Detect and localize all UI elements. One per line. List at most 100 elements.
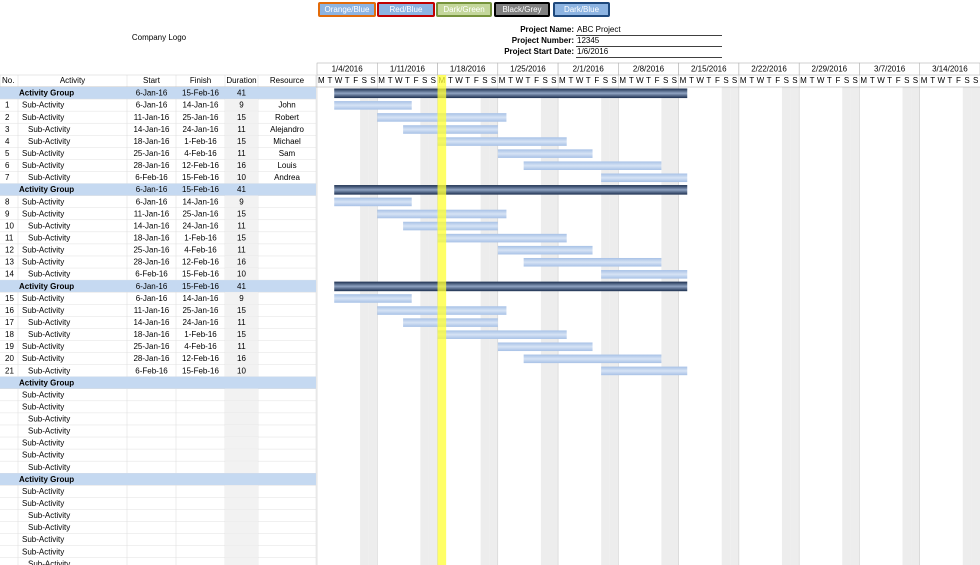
task-bar	[403, 318, 498, 327]
cell-activity: Sub-Activity	[28, 221, 70, 230]
day-letter: M	[740, 76, 747, 85]
cell-activity: Sub-Activity	[28, 270, 70, 279]
cell-duration: 11	[237, 149, 246, 158]
weekend-shade	[601, 87, 610, 565]
theme-button[interactable]: Black/Grey	[494, 2, 550, 17]
week-label: 2/29/2016	[812, 65, 848, 74]
day-letter: T	[526, 76, 531, 85]
duration-cell-bg	[225, 449, 258, 462]
day-letter: T	[947, 76, 952, 85]
day-letter: T	[930, 76, 935, 85]
cell-activity: Sub-Activity	[22, 149, 64, 158]
weekend-shade	[962, 87, 972, 565]
day-letter: W	[636, 76, 644, 85]
project-value: 1/6/2016	[577, 47, 609, 56]
theme-button[interactable]: Orange/Blue	[318, 2, 376, 17]
cell-activity: Sub-Activity	[22, 390, 64, 399]
cell-activity: Sub-Activity	[28, 233, 70, 242]
day-letter: S	[543, 76, 548, 85]
day-letter: S	[973, 76, 978, 85]
cell-activity: Sub-Activity	[22, 487, 64, 496]
day-letter: M	[619, 76, 626, 85]
day-letter: T	[749, 76, 754, 85]
cell-finish: 12-Feb-16	[182, 258, 219, 267]
day-letter: F	[896, 76, 901, 85]
day-letter: S	[431, 76, 436, 85]
cell-no: 7	[5, 173, 10, 182]
cell-activity: Sub-Activity	[22, 547, 64, 556]
project-label: Project Name:	[520, 25, 574, 34]
day-letter: W	[696, 76, 704, 85]
cell-duration: 11	[237, 125, 246, 134]
cell-activity: Sub-Activity	[22, 402, 64, 411]
weekend-shade	[661, 87, 671, 565]
duration-cell-bg	[225, 304, 258, 317]
cell-duration: 15	[237, 137, 246, 146]
group-row-bg	[0, 280, 316, 293]
day-letter: M	[378, 76, 385, 85]
cell-duration: 15	[237, 233, 246, 242]
cell-activity: Sub-Activity	[28, 523, 70, 532]
cell-start: 18-Jan-16	[133, 330, 170, 339]
day-letter: W	[455, 76, 463, 85]
cell-no: 6	[5, 161, 10, 170]
week-label: 1/4/2016	[332, 65, 364, 74]
weekend-shade	[911, 87, 920, 565]
cell-duration: 10	[237, 173, 246, 182]
cell-start: 14-Jan-16	[133, 125, 170, 134]
cell-start: 25-Jan-16	[133, 246, 170, 255]
cell-activity: Activity Group	[19, 378, 74, 387]
day-letter: F	[474, 76, 479, 85]
week-cell	[919, 62, 980, 76]
cell-resource: Michael	[273, 137, 301, 146]
cell-duration: 15	[237, 209, 246, 218]
cell-start: 14-Jan-16	[133, 318, 170, 327]
cell-finish: 4-Feb-16	[184, 149, 217, 158]
cell-finish: 25-Jan-16	[182, 113, 219, 122]
day-letter: S	[362, 76, 367, 85]
task-bar	[497, 149, 593, 158]
week-label: 2/15/2016	[691, 65, 727, 74]
day-letter: F	[775, 76, 780, 85]
cell-duration: 16	[237, 161, 246, 170]
task-bar	[437, 330, 567, 339]
cell-no: 19	[5, 342, 14, 351]
duration-cell-bg	[225, 292, 258, 305]
theme-button[interactable]: Red/Blue	[377, 2, 435, 17]
task-bar	[403, 221, 498, 231]
cell-no: 18	[5, 330, 14, 339]
day-letter: T	[767, 76, 772, 85]
day-letter: S	[852, 76, 857, 85]
cell-start: 6-Jan-16	[136, 294, 168, 303]
cell-finish: 15-Feb-16	[182, 89, 219, 98]
duration-cell-bg	[225, 461, 258, 474]
cell-finish: 24-Jan-16	[182, 318, 219, 327]
day-letter: F	[594, 76, 599, 85]
project-value: ABC Project	[577, 25, 621, 34]
day-letter: S	[370, 76, 375, 85]
column-header: Finish	[190, 76, 211, 85]
duration-cell-bg	[225, 521, 258, 534]
cell-start: 18-Jan-16	[133, 233, 170, 242]
cell-start: 18-Jan-16	[133, 137, 170, 146]
day-letter: S	[603, 76, 608, 85]
cell-start: 6-Feb-16	[135, 173, 168, 182]
duration-cell-bg	[225, 545, 258, 558]
week-label: 3/7/2016	[874, 65, 906, 74]
day-letter: T	[508, 76, 513, 85]
cell-activity: Sub-Activity	[28, 415, 70, 424]
cell-activity: Sub-Activity	[22, 161, 64, 170]
cell-duration: 11	[237, 318, 246, 327]
day-letter: S	[732, 76, 737, 85]
day-letter: S	[611, 76, 616, 85]
day-letter: W	[817, 76, 825, 85]
theme-button[interactable]: Dark/Blue	[553, 2, 610, 17]
day-letter: M	[800, 76, 807, 85]
duration-cell-bg	[225, 231, 258, 244]
column-header: No.	[2, 76, 14, 85]
theme-button[interactable]: Dark/Green	[436, 2, 492, 17]
day-letter: W	[877, 76, 885, 85]
day-letter: M	[921, 76, 928, 85]
day-letter: S	[964, 76, 969, 85]
day-letter: W	[757, 76, 765, 85]
